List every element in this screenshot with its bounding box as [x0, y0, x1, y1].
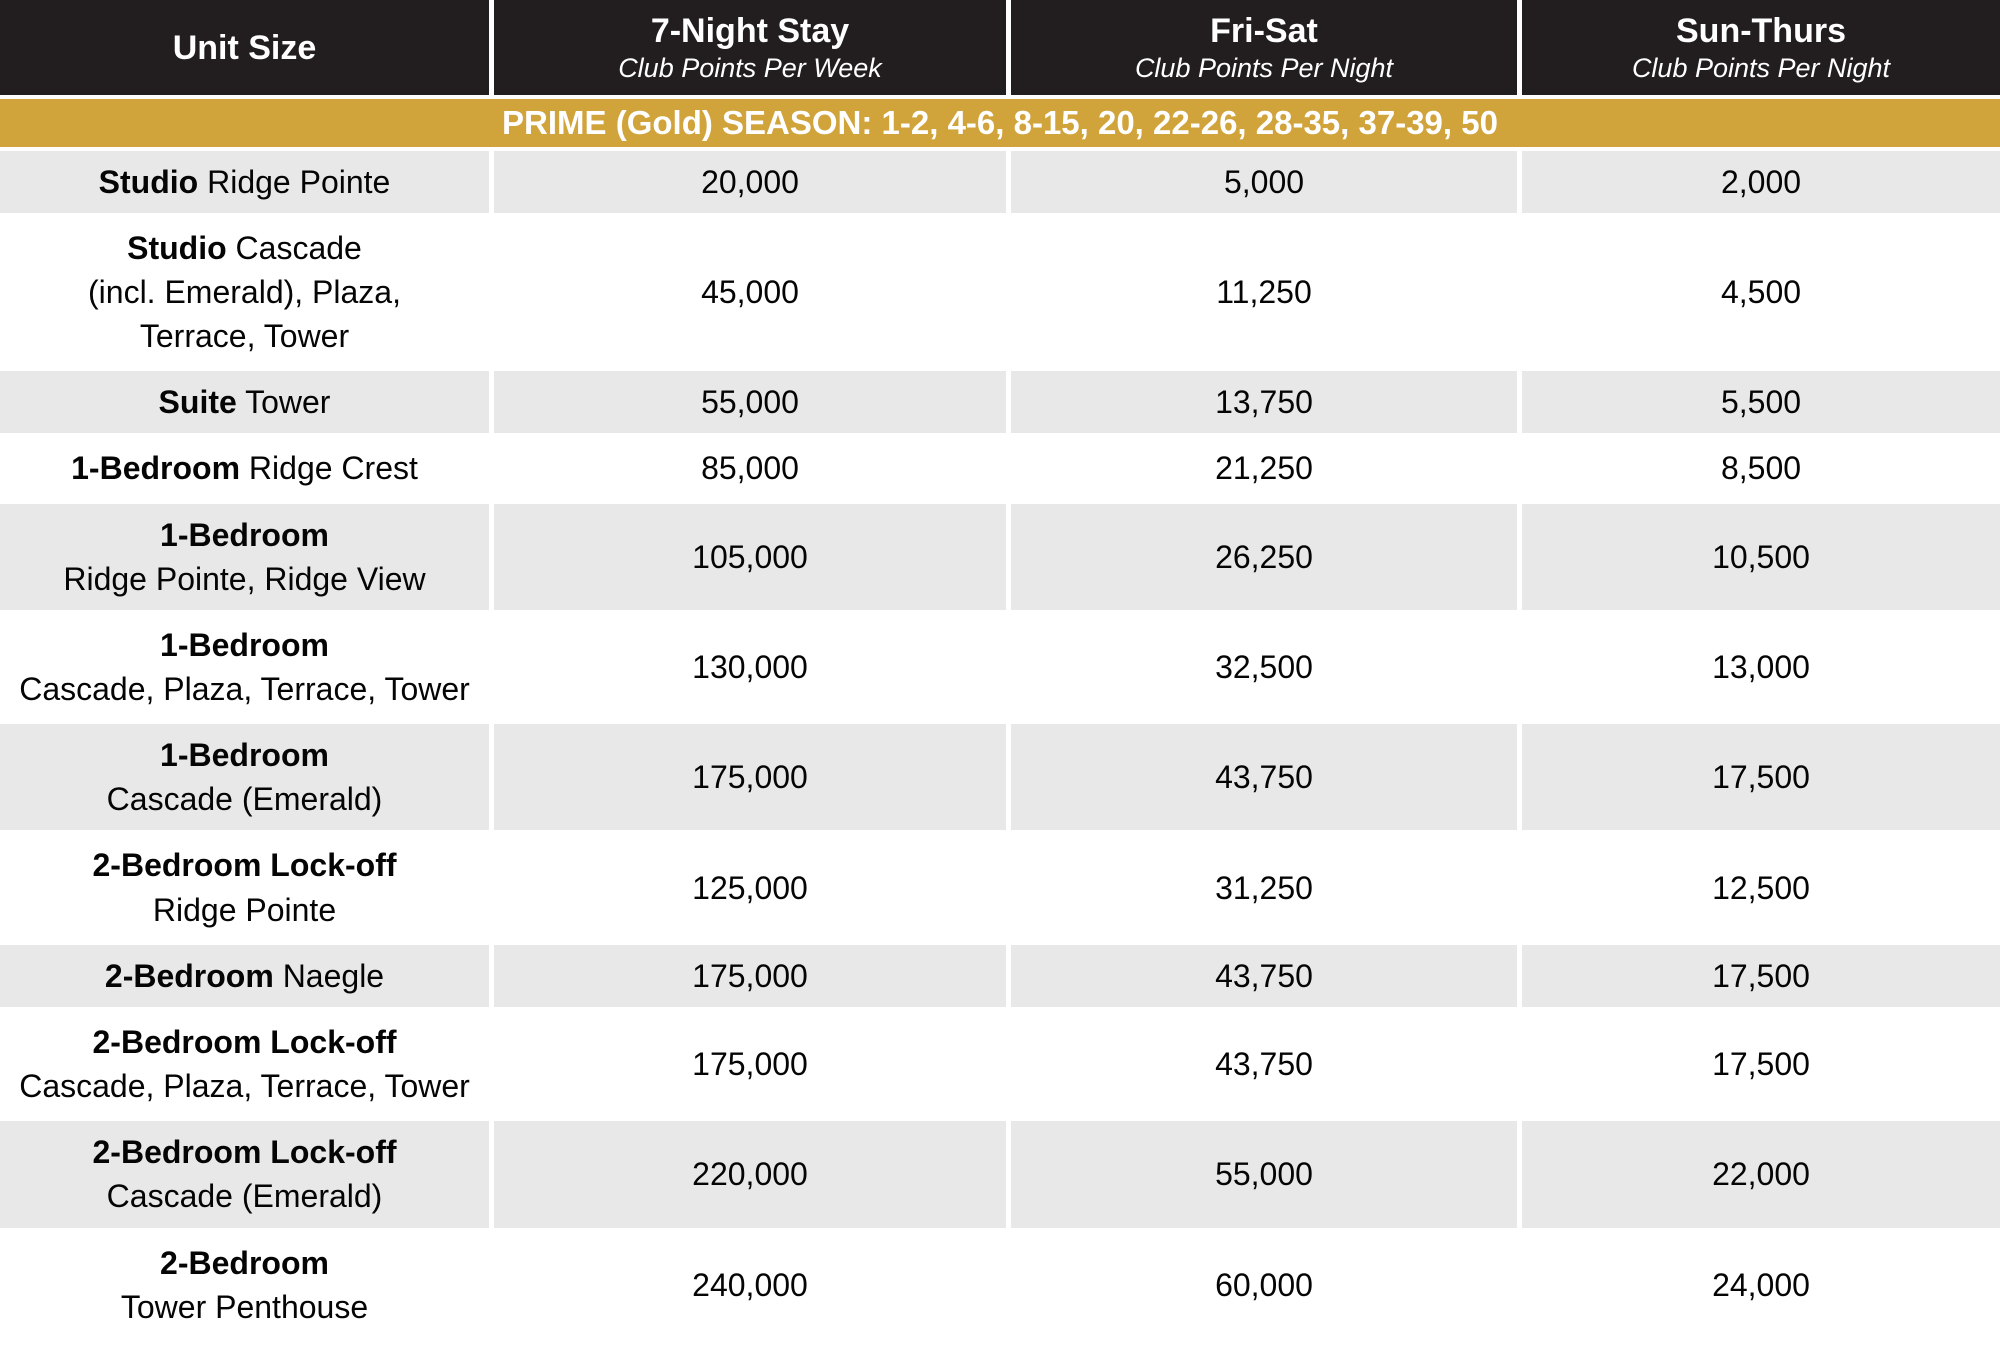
points-week-cell: 85,000: [494, 437, 1006, 500]
data-row: 2-Bedroom Naegle 175,000 43,750 17,500: [0, 944, 2000, 1007]
unit-type-label: 1-Bedroom: [160, 626, 329, 663]
unit-type-label: 1-Bedroom: [160, 737, 329, 774]
points-week-cell: 125,000: [494, 834, 1006, 941]
unit-type-label: 2-Bedroom Lock-off: [92, 1134, 397, 1171]
points-sunthurs-cell: 22,000: [1522, 1121, 2000, 1228]
unit-type-label: 2-Bedroom Lock-off: [92, 1023, 397, 1060]
points-sunthurs-cell: 5,500: [1522, 371, 2000, 434]
points-frisat-cell: 21,250: [1011, 437, 1517, 500]
unit-cell: Suite Tower: [0, 371, 489, 434]
points-week-cell: 175,000: [494, 724, 1006, 831]
unit-cell: 2-Bedroom Lock-off Ridge Pointe: [0, 834, 489, 941]
unit-cell: Studio Cascade (incl. Emerald), Plaza, T…: [0, 216, 489, 368]
column-subtitle: Club Points Per Week: [618, 53, 882, 84]
points-frisat-cell: 13,750: [1011, 371, 1517, 434]
unit-cell: 2-Bedroom Lock-off Cascade (Emerald): [0, 1121, 489, 1228]
unit-location-label: Tower Penthouse: [120, 1288, 369, 1325]
points-week-cell: 240,000: [494, 1231, 1006, 1338]
unit-type-label: 2-Bedroom: [104, 957, 274, 994]
data-row: 1-Bedroom Ridge Pointe, Ridge View 105,0…: [0, 503, 2000, 610]
points-sunthurs-cell: 24,000: [1522, 1231, 2000, 1338]
data-row: 1-Bedroom Ridge Crest 85,000 21,250 8,50…: [0, 437, 2000, 500]
column-title: Unit Size: [172, 29, 317, 68]
points-frisat-cell: 43,750: [1011, 1010, 1517, 1118]
points-frisat-cell: 11,250: [1011, 216, 1517, 368]
points-sunthurs-cell: 12,500: [1522, 834, 2000, 941]
unit-location-label: Naegle: [273, 957, 385, 994]
unit-type-label: Studio: [127, 229, 227, 266]
unit-cell: 1-Bedroom Ridge Pointe, Ridge View: [0, 503, 489, 610]
points-sunthurs-cell: 13,000: [1522, 613, 2000, 721]
data-row: Studio Ridge Pointe 20,000 5,000 2,000: [0, 150, 2000, 213]
points-sunthurs-cell: 17,500: [1522, 724, 2000, 831]
data-row: Studio Cascade (incl. Emerald), Plaza, T…: [0, 216, 2000, 368]
data-row: 2-Bedroom Lock-off Cascade, Plaza, Terra…: [0, 1010, 2000, 1118]
points-sunthurs-cell: 17,500: [1522, 944, 2000, 1007]
unit-type-label: 2-Bedroom: [160, 1244, 329, 1281]
header-cell-sun-thurs: Sun-Thurs Club Points Per Night: [1522, 0, 2000, 95]
points-sunthurs-cell: 10,500: [1522, 503, 2000, 610]
header-cell-unit-size: Unit Size: [0, 0, 489, 95]
header-cell-fri-sat: Fri-Sat Club Points Per Night: [1011, 0, 1517, 95]
points-frisat-cell: 43,750: [1011, 944, 1517, 1007]
unit-location-label: Ridge Pointe: [152, 891, 337, 928]
season-banner: PRIME (Gold) SEASON: 1-2, 4-6, 8-15, 20,…: [0, 99, 2000, 147]
unit-cell: 2-Bedroom Lock-off Cascade, Plaza, Terra…: [0, 1010, 489, 1118]
unit-location-label: Cascade (incl. Emerald), Plaza, Terrace,…: [88, 229, 401, 355]
unit-location-label: Tower: [236, 384, 331, 421]
header-cell-week: 7-Night Stay Club Points Per Week: [494, 0, 1006, 95]
unit-cell: Studio Ridge Pointe: [0, 150, 489, 213]
unit-type-label: 2-Bedroom Lock-off: [92, 847, 397, 884]
unit-location-label: Ridge Crest: [240, 450, 418, 487]
unit-type-label: 1-Bedroom: [71, 450, 241, 487]
points-sunthurs-cell: 2,000: [1522, 150, 2000, 213]
points-week-cell: 175,000: [494, 944, 1006, 1007]
unit-cell: 2-Bedroom Tower Penthouse: [0, 1231, 489, 1338]
points-sunthurs-cell: 8,500: [1522, 437, 2000, 500]
data-row: 2-Bedroom Tower Penthouse 240,000 60,000…: [0, 1231, 2000, 1338]
unit-cell: 1-Bedroom Cascade (Emerald): [0, 724, 489, 831]
column-title: Fri-Sat: [1210, 12, 1318, 51]
points-frisat-cell: 31,250: [1011, 834, 1517, 941]
unit-cell: 1-Bedroom Ridge Crest: [0, 437, 489, 500]
points-week-cell: 45,000: [494, 216, 1006, 368]
points-week-cell: 175,000: [494, 1010, 1006, 1118]
points-week-cell: 20,000: [494, 150, 1006, 213]
data-row: 2-Bedroom Lock-off Cascade (Emerald) 220…: [0, 1121, 2000, 1228]
data-row: 1-Bedroom Cascade (Emerald) 175,000 43,7…: [0, 724, 2000, 831]
data-row: 1-Bedroom Cascade, Plaza, Terrace, Tower…: [0, 613, 2000, 721]
data-row: 2-Bedroom Lock-off Ridge Pointe 125,000 …: [0, 834, 2000, 941]
data-row: Suite Tower 55,000 13,750 5,500: [0, 371, 2000, 434]
header-row: Unit Size 7-Night Stay Club Points Per W…: [0, 0, 2000, 95]
unit-location-label: Cascade, Plaza, Terrace, Tower: [19, 671, 470, 707]
column-subtitle: Club Points Per Night: [1134, 53, 1394, 84]
unit-type-label: Suite: [158, 384, 237, 421]
column-title: 7-Night Stay: [650, 12, 850, 51]
unit-type-label: 1-Bedroom: [160, 516, 329, 553]
unit-type-label: Studio: [98, 163, 199, 200]
unit-cell: 1-Bedroom Cascade, Plaza, Terrace, Tower: [0, 613, 489, 721]
points-frisat-cell: 32,500: [1011, 613, 1517, 721]
unit-cell: 2-Bedroom Naegle: [0, 944, 489, 1007]
points-frisat-cell: 5,000: [1011, 150, 1517, 213]
unit-location-label: Cascade, Plaza, Terrace, Tower: [19, 1068, 470, 1105]
unit-location-label: Cascade (Emerald): [106, 781, 383, 818]
unit-location-label: Ridge Pointe: [198, 163, 391, 200]
column-title: Sun-Thurs: [1676, 12, 1846, 51]
column-subtitle: Club Points Per Night: [1631, 53, 1891, 84]
unit-location-label: Ridge Pointe, Ridge View: [63, 560, 426, 597]
points-sunthurs-cell: 17,500: [1522, 1010, 2000, 1118]
points-week-cell: 130,000: [494, 613, 1006, 721]
points-frisat-cell: 55,000: [1011, 1121, 1517, 1228]
points-frisat-cell: 26,250: [1011, 503, 1517, 610]
points-week-cell: 220,000: [494, 1121, 1006, 1228]
points-week-cell: 55,000: [494, 371, 1006, 434]
points-frisat-cell: 60,000: [1011, 1231, 1517, 1338]
points-frisat-cell: 43,750: [1011, 724, 1517, 831]
points-week-cell: 105,000: [494, 503, 1006, 610]
points-sunthurs-cell: 4,500: [1522, 216, 2000, 368]
unit-location-label: Cascade (Emerald): [106, 1178, 383, 1215]
